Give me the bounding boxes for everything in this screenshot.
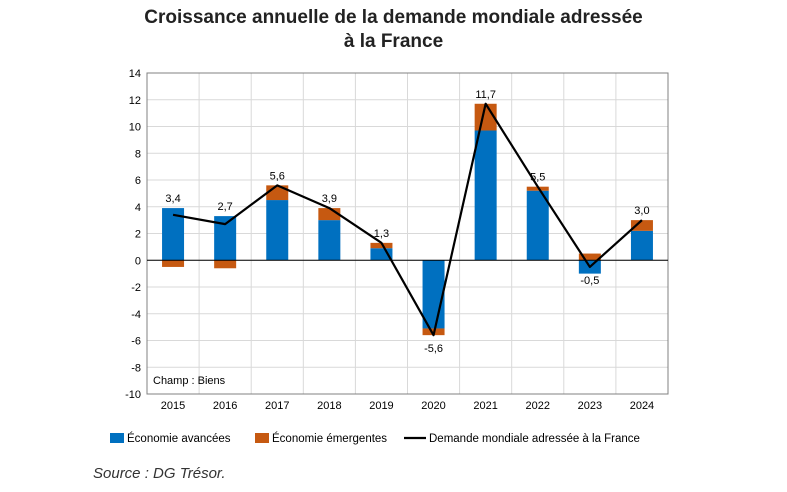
bar-avancees [318,220,341,261]
legend-swatch-avancees [110,433,124,443]
x-tick-label: 2024 [630,400,654,412]
bar-avancees [422,260,445,329]
y-tick-label: -8 [131,362,141,374]
x-tick-label: 2019 [369,400,393,412]
x-tick-label: 2020 [421,400,445,412]
data-label: 11,7 [475,89,496,101]
bar-emergentes [630,220,653,231]
bar-avancees [630,230,653,261]
data-labels: 3,4 2,7 5,6 3,9 1,3 -5,6 11,7 5,5 -0,5 3,0 [165,89,649,355]
y-tick-label: 6 [135,175,141,187]
x-tick-label: 2023 [578,400,602,412]
y-tick-label: 14 [129,68,141,80]
line-series [172,102,643,337]
y-tick-label: -10 [125,389,141,401]
axes: 14 12 10 8 6 4 2 0 -2 -4 -6 -8 -10 2015 2016 2017 2018 20… [125,68,669,412]
legend-swatch-emergentes [255,433,269,443]
x-tick-label: 2015 [161,400,185,412]
bar-avancees [526,190,549,261]
y-tick-label: -6 [131,336,141,348]
bar-emergentes [370,242,393,249]
bar-avancees [474,130,497,261]
bar-emergentes [162,260,185,267]
y-tick-label: 2 [135,229,141,241]
x-tick-label: 2017 [265,400,289,412]
chart-title: Croissance annuelle de la demande mondia… [0,6,787,54]
y-tick-label: 12 [129,95,141,107]
bar-avancees [266,200,289,261]
data-label: 1,3 [374,228,389,240]
legend-label-line: Demande mondiale adressée à la France [429,433,640,445]
data-label: 3,4 [165,193,180,205]
data-label: 3,9 [322,193,337,205]
x-tick-label: 2018 [317,400,341,412]
data-label: 5,5 [530,172,545,184]
chart-title-line-1: Croissance annuelle de la demande mondia… [144,7,643,28]
bar-avancees [214,216,237,261]
legend-label-emergentes: Économie émergentes [272,432,387,445]
source-note: Source : DG Trésor. [93,465,226,482]
legend: Économie avancées Économie émergentes De… [110,432,640,445]
line-demande-mondiale [172,102,643,337]
bar-emergentes [214,260,237,269]
legend-label-avancees: Économie avancées [127,432,231,445]
x-tick-label: 2016 [213,400,237,412]
y-tick-label: 4 [135,202,141,214]
data-label: 3,0 [634,205,649,217]
bar-avancees [162,208,185,261]
data-label: 5,6 [270,170,285,182]
data-label: -0,5 [580,275,599,287]
x-tick-label: 2021 [473,400,497,412]
data-label: 2,7 [218,201,233,213]
x-tick-label: 2022 [526,400,550,412]
y-tick-label: -4 [131,309,141,321]
data-label: -5,6 [424,343,443,355]
y-tick-label: -2 [131,282,141,294]
y-tick-label: 8 [135,148,141,160]
y-tick-label: 0 [135,255,141,267]
y-tick-label: 10 [129,122,141,134]
chart-title-line-2: à la France [343,31,444,52]
bar-emergentes [578,253,601,261]
plot-border [146,72,669,395]
chart-annotation: Champ : Biens [153,375,226,387]
